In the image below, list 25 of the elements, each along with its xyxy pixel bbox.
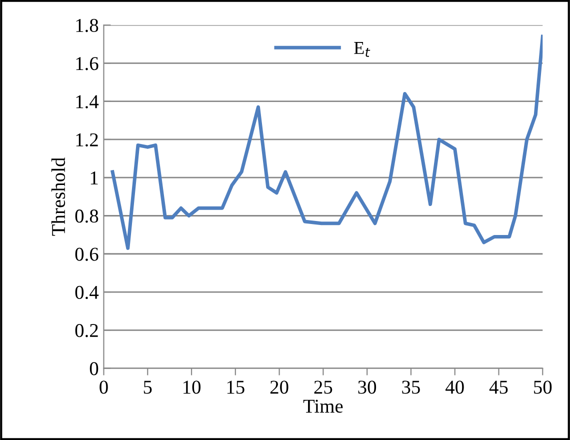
y-tick-label: 0.2 <box>75 324 98 338</box>
y-tick-label: 0.8 <box>75 210 98 223</box>
x-tick-label: 5 <box>144 380 152 394</box>
y-tick-label: 0.6 <box>75 248 98 261</box>
legend-label: E$_{t}$ <box>354 42 370 57</box>
y-tick-label: 0.4 <box>75 286 99 300</box>
y-tick-label: 1.6 <box>76 57 98 70</box>
y-axis-title: Threshold <box>51 157 66 236</box>
y-tick-label: 1 <box>90 172 98 184</box>
line-series <box>110 34 543 250</box>
y-tick-label: 0 <box>90 362 98 376</box>
x-tick-label: 25 <box>314 380 332 394</box>
y-tick-label: 1.4 <box>76 95 99 108</box>
x-tick-label: 30 <box>358 380 376 394</box>
x-axis-title: Time <box>303 400 343 413</box>
x-tick-label: 40 <box>446 380 464 394</box>
x-tick-label: 10 <box>184 380 200 394</box>
y-tick-label: 1.8 <box>76 18 98 32</box>
x-tick-label: 45 <box>489 380 508 394</box>
y-tick-label: 1.2 <box>76 133 98 147</box>
x-tick-label: 0 <box>100 380 108 394</box>
x-tick-label: 35 <box>402 380 420 394</box>
x-tick-label: 50 <box>534 380 552 394</box>
x-tick-label: 15 <box>227 380 244 394</box>
x-tick-label: 20 <box>270 380 288 394</box>
